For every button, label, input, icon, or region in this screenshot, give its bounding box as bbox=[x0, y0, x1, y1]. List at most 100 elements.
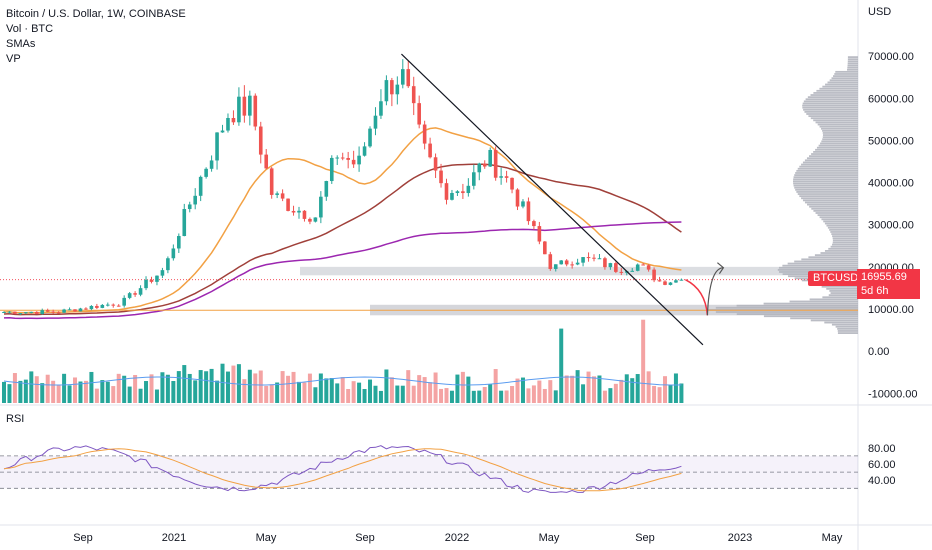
vp-bar bbox=[827, 226, 858, 229]
volume-bar bbox=[570, 375, 575, 403]
volume-bar bbox=[7, 384, 12, 403]
candle-body bbox=[253, 95, 258, 127]
vp-bar bbox=[824, 222, 858, 225]
volume-bar bbox=[384, 369, 389, 403]
candle-body bbox=[455, 191, 460, 193]
candle-body bbox=[663, 281, 667, 285]
candle-body bbox=[619, 271, 624, 273]
vp-bar bbox=[817, 214, 858, 217]
vp-bar bbox=[818, 144, 858, 147]
volume-bar bbox=[329, 378, 334, 403]
volume-bars bbox=[2, 319, 684, 403]
vp-bar bbox=[829, 290, 858, 292]
volume-bar bbox=[357, 382, 362, 403]
candle-body bbox=[89, 305, 94, 310]
candle-body bbox=[482, 163, 487, 167]
volume-bar bbox=[100, 380, 105, 403]
candle-body bbox=[346, 158, 350, 160]
candle-body bbox=[138, 288, 143, 295]
vp-bar bbox=[833, 75, 858, 77]
vp-bar bbox=[829, 79, 858, 82]
legend-smas[interactable]: SMAs bbox=[6, 38, 36, 50]
volume-bar bbox=[471, 390, 476, 403]
volume-bar bbox=[679, 383, 684, 403]
volume-bar bbox=[591, 376, 596, 403]
vp-bar bbox=[778, 266, 858, 269]
candle-body bbox=[477, 163, 482, 173]
vp-bar bbox=[789, 300, 858, 303]
candle-body bbox=[630, 270, 635, 272]
vp-bar bbox=[822, 138, 858, 141]
vp-bar bbox=[799, 165, 858, 168]
candle-body bbox=[127, 293, 132, 298]
vp-bar bbox=[819, 125, 858, 128]
candle-body bbox=[357, 155, 361, 165]
vp-bar bbox=[804, 159, 858, 162]
volume-bar bbox=[29, 371, 34, 403]
legend-vp[interactable]: VP bbox=[6, 53, 21, 65]
vp-bar bbox=[793, 182, 858, 185]
volume-bar bbox=[138, 388, 143, 403]
volume-bar bbox=[160, 372, 165, 403]
vp-bar bbox=[821, 285, 858, 288]
candle-body bbox=[526, 201, 531, 222]
vp-bar bbox=[832, 239, 858, 242]
candle-body bbox=[674, 280, 678, 283]
vp-bar bbox=[826, 287, 858, 290]
candle-body bbox=[297, 210, 301, 213]
last-price-value: 16955.69 bbox=[861, 271, 907, 283]
volume-bar bbox=[122, 375, 127, 403]
candle-body bbox=[543, 241, 547, 255]
time-tick-label: May bbox=[822, 532, 843, 544]
volume-bar bbox=[236, 364, 241, 403]
vp-bar bbox=[835, 325, 858, 328]
vp-bar bbox=[814, 254, 858, 257]
volume-bar bbox=[373, 385, 378, 403]
vp-bar bbox=[831, 323, 858, 326]
vp-bar bbox=[802, 104, 858, 107]
vp-bar bbox=[832, 235, 858, 238]
volume-bar bbox=[62, 373, 67, 403]
vp-bar bbox=[806, 157, 858, 160]
candle-body bbox=[493, 149, 498, 178]
volume-bar bbox=[78, 381, 83, 403]
vp-bar bbox=[803, 108, 858, 111]
vp-bar bbox=[763, 302, 858, 305]
volume-bar bbox=[51, 380, 56, 403]
volume-ma-line bbox=[3, 376, 682, 386]
time-tick-label: May bbox=[256, 532, 277, 544]
candle-body bbox=[193, 195, 198, 205]
volume-bar bbox=[624, 374, 629, 403]
volume-bar bbox=[296, 381, 301, 403]
vp-bar bbox=[792, 180, 858, 183]
candle-body bbox=[84, 308, 88, 310]
candle-body bbox=[45, 310, 50, 312]
volume-bar bbox=[242, 379, 247, 403]
price-tick-label: -10000.00 bbox=[868, 388, 918, 400]
legend-volume[interactable]: Vol · BTC bbox=[6, 23, 54, 35]
vp-bar bbox=[797, 167, 858, 170]
vp-bar bbox=[821, 140, 858, 143]
candle-body bbox=[608, 263, 613, 268]
rsi-pane-title[interactable]: RSI bbox=[6, 413, 25, 425]
candle-body bbox=[400, 69, 405, 85]
vp-bar bbox=[803, 100, 858, 103]
volume-bar bbox=[307, 373, 312, 403]
volume-bar bbox=[198, 370, 203, 403]
volume-bar bbox=[264, 385, 269, 403]
volume-bar bbox=[482, 386, 487, 403]
volume-bar bbox=[73, 377, 78, 403]
volume-bar bbox=[269, 384, 274, 403]
candle-body bbox=[439, 170, 443, 184]
vp-bar bbox=[790, 317, 858, 320]
candle-body bbox=[379, 101, 383, 116]
vp-bar bbox=[804, 201, 858, 204]
vp-bar bbox=[799, 195, 858, 198]
candle-body bbox=[122, 297, 126, 306]
volume-bar bbox=[215, 380, 220, 403]
candle-body bbox=[384, 80, 389, 102]
candle-body bbox=[116, 305, 121, 307]
candle-body bbox=[258, 126, 263, 155]
volume-bar bbox=[231, 365, 236, 403]
